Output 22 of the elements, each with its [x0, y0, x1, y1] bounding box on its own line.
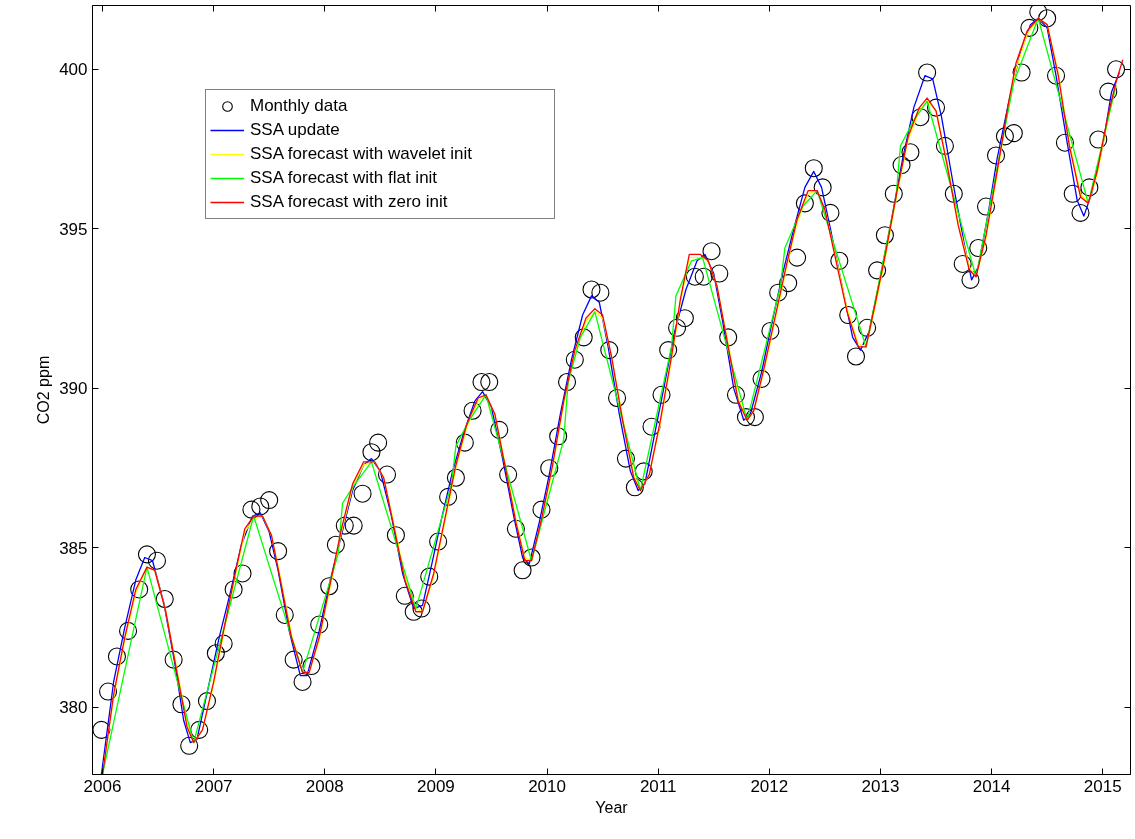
- y-tick-label: 395: [59, 219, 88, 239]
- y-tick-label: 400: [59, 60, 88, 80]
- x-tick-label: 2008: [305, 776, 344, 796]
- x-axis-title: Year: [595, 798, 629, 816]
- legend-label: SSA forecast with zero init: [250, 191, 449, 213]
- y-tick-label: 390: [59, 379, 88, 399]
- x-tick-label: 2007: [194, 776, 233, 796]
- y-tick-label: 380: [59, 698, 88, 718]
- legend-label: SSA update: [250, 119, 341, 141]
- x-tick-label: 2011: [639, 776, 677, 796]
- y-tick-label: 385: [59, 538, 88, 558]
- x-tick-label: 2010: [528, 776, 566, 796]
- x-tick-label: 2012: [750, 776, 789, 796]
- legend-label: SSA forecast with flat init: [250, 167, 439, 189]
- legend-label: SSA forecast with wavelet init: [250, 143, 474, 165]
- x-tick-label: 2015: [1083, 776, 1122, 796]
- x-tick-label: 2009: [417, 776, 455, 796]
- y-axis-title: CO2 ppm: [35, 355, 53, 425]
- x-tick-label: 2013: [861, 776, 900, 796]
- legend-label: Monthly data: [250, 95, 349, 117]
- x-tick-label: 2014: [972, 776, 1011, 796]
- x-tick-label: 2006: [83, 776, 122, 796]
